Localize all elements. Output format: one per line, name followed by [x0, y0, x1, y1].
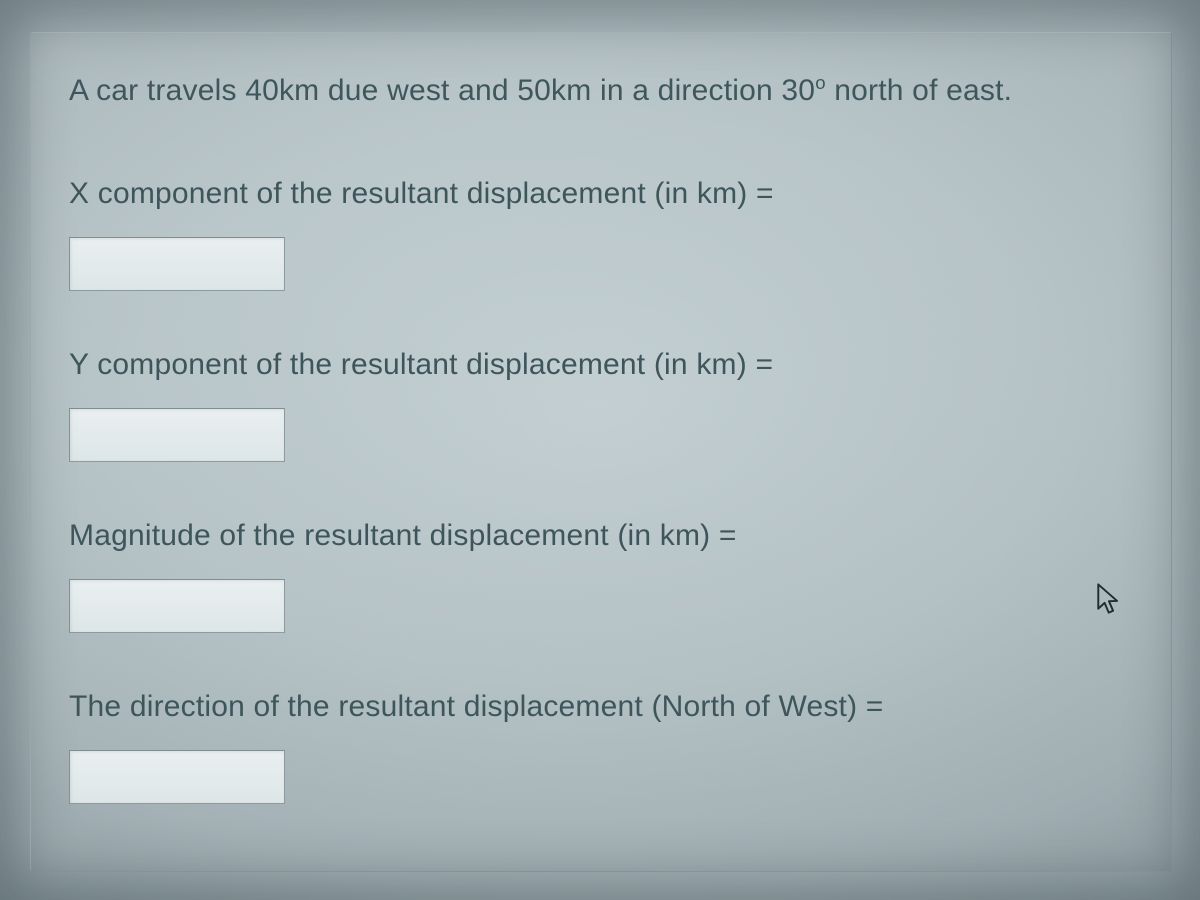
input-direction[interactable] — [69, 750, 285, 804]
input-x-component[interactable] — [69, 237, 285, 291]
label-magnitude: Magnitude of the resultant displacement … — [69, 516, 1133, 555]
problem-text-suffix: north of east. — [826, 74, 1012, 107]
question-direction: The direction of the resultant displacem… — [69, 687, 1133, 804]
input-magnitude[interactable] — [69, 579, 285, 633]
question-panel: A car travels 40km due west and 50km in … — [30, 32, 1172, 872]
problem-text-prefix: A car travels 40km due west and 50km in … — [69, 74, 815, 107]
question-y-component: Y component of the resultant displacemen… — [69, 345, 1133, 462]
question-x-component: X component of the resultant displacemen… — [69, 174, 1133, 291]
degree-symbol: o — [815, 72, 826, 93]
input-y-component[interactable] — [69, 408, 285, 462]
label-direction: The direction of the resultant displacem… — [69, 687, 1133, 726]
label-y-component: Y component of the resultant displacemen… — [69, 345, 1133, 384]
question-magnitude: Magnitude of the resultant displacement … — [69, 516, 1133, 633]
problem-statement: A car travels 40km due west and 50km in … — [69, 71, 1133, 112]
label-x-component: X component of the resultant displacemen… — [69, 174, 1133, 213]
